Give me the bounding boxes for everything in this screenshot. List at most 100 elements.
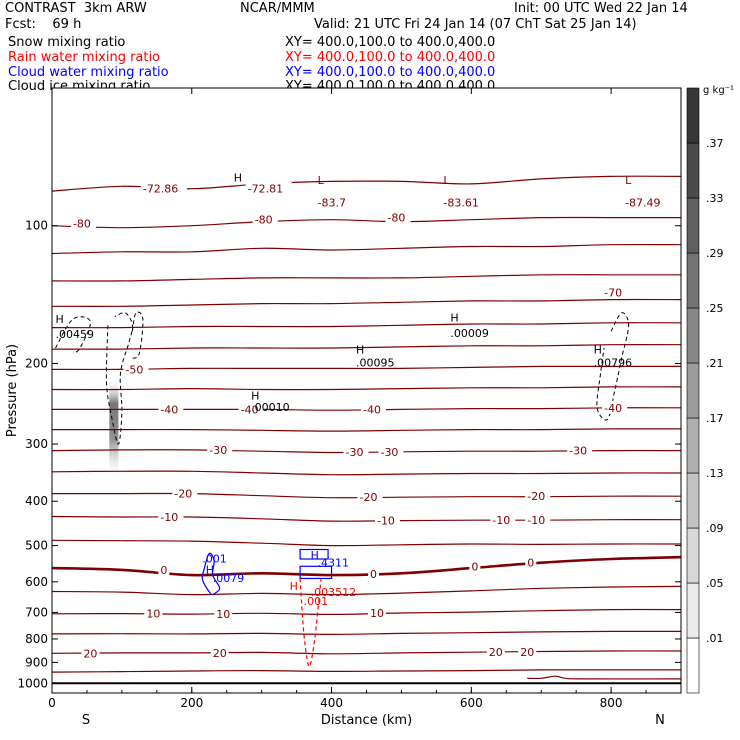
temperature-label: -83.7 [318, 197, 346, 210]
temperature-label: -30 [380, 446, 398, 459]
y-tick-label: 300 [25, 437, 48, 451]
y-tick-label: 100 [25, 219, 48, 233]
temperature-label-bg [210, 645, 229, 659]
extremum-label: H [234, 171, 242, 184]
temperature-label: -83.61 [443, 197, 478, 210]
field-xy-snow: XY= 400.0,100.0 to 400.0,400.0 [285, 35, 496, 50]
extremum-label: H [450, 312, 458, 325]
temperature-label: 10 [370, 607, 384, 620]
color-scale-label: .09 [706, 522, 724, 535]
color-scale-bin [686, 197, 700, 254]
temperature-contour [51, 630, 682, 636]
y-tick-label: 400 [25, 494, 48, 508]
init-time: Init: 00 UTC Wed 22 Jan 14 [514, 1, 688, 16]
temperature-label: 20 [520, 646, 534, 659]
color-scale-label: .37 [706, 137, 724, 150]
temperature-label: -40 [241, 403, 259, 416]
extremum-label: .001 [202, 553, 227, 566]
ice-contour [131, 311, 144, 359]
model-center: NCAR/MMM [240, 1, 315, 16]
extremum-label: .00009 [450, 327, 489, 340]
temperature-contour [51, 298, 682, 307]
temperature-label-bg [525, 513, 551, 527]
color-scale-label: .13 [706, 467, 724, 480]
temperature-label: -40 [160, 403, 178, 416]
temperature-label-bg [315, 195, 355, 209]
color-scale-bin [686, 252, 700, 309]
extremum-label: .0079 [213, 572, 245, 585]
y-tick-label: 700 [25, 605, 48, 619]
temperature-label: -87.49 [625, 197, 660, 210]
temperature-label: -30 [569, 445, 587, 458]
x-tick-label: 600 [460, 696, 483, 710]
y-axis-title: Pressure (hPa) [5, 344, 20, 437]
x-tick-label: 400 [320, 696, 343, 710]
temperature-contour [51, 515, 682, 522]
ice-contour [596, 312, 630, 421]
temperature-contour [51, 386, 682, 391]
color-scale-label: .25 [706, 302, 724, 315]
temperature-label: -10 [492, 514, 510, 527]
extremum-label: .003512 [311, 586, 357, 599]
extremum-label: .00459 [55, 328, 94, 341]
temperature-label-bg [361, 402, 387, 416]
temperature-label-bg [252, 212, 278, 226]
temperature-label: -70 [604, 287, 622, 300]
temperature-label: 0 [160, 564, 167, 577]
temperature-label: -40 [604, 402, 622, 415]
ice-contour [55, 316, 91, 354]
field-name-rain: Rain water mixing ratio [8, 50, 161, 65]
color-scale-bin [686, 582, 700, 639]
color-scale-label: .21 [706, 357, 724, 370]
field-name-snow: Snow mixing ratio [8, 35, 126, 50]
temperature-label-bg [207, 442, 233, 456]
temperature-label: -72.86 [143, 183, 178, 196]
temperature-label: -30 [209, 444, 227, 457]
cloud-water-contour [299, 565, 333, 580]
temperature-label: 0 [370, 568, 377, 581]
temperature-label: 20 [83, 647, 97, 660]
temperature-contour [51, 274, 681, 282]
temperature-label: 0 [527, 557, 534, 570]
color-scale-bin [686, 527, 700, 584]
y-tick-label: 200 [25, 356, 48, 370]
temperature-label: 20 [489, 646, 503, 659]
temperature-label-bg [518, 644, 537, 658]
temperature-label-bg [486, 645, 505, 659]
temperature-contour [51, 470, 682, 476]
temperature-label-bg [469, 559, 481, 573]
y-tick-label: 1000 [17, 676, 48, 690]
color-scale-unit: g kg⁻¹ [703, 85, 734, 96]
temperature-contour [51, 428, 682, 432]
extremum-label: L [318, 174, 325, 187]
color-scale-bin [686, 142, 700, 199]
y-tick-label: 500 [25, 539, 48, 553]
plot-area [52, 88, 681, 693]
extremum-label: H [356, 343, 364, 356]
x-tick-label: 200 [180, 696, 203, 710]
extremum-label: L [625, 174, 632, 187]
temperature-label-bg [623, 195, 670, 209]
temperature-label-bg [158, 562, 170, 576]
temperature-label-bg [245, 181, 292, 195]
temperature-contour [51, 365, 681, 371]
forecast-hour: Fcst: 69 h [5, 17, 82, 32]
extremum-label: H [290, 580, 298, 593]
temperature-label: -20 [174, 488, 192, 501]
temperature-label: -40 [363, 403, 381, 416]
temperature-label-bg [357, 490, 383, 504]
temperature-label-bg [367, 567, 379, 581]
field-xy-rain: XY= 400.0,100.0 to 400.0,400.0 [285, 50, 496, 65]
color-scale-label: .33 [706, 192, 724, 205]
temperature-label-bg [378, 444, 404, 458]
temperature-label-bg [374, 513, 400, 527]
extremum-label: H [594, 343, 602, 356]
temperature-label-bg [367, 605, 386, 619]
color-scale-label: .01 [706, 632, 724, 645]
temperature-label-bg [172, 486, 198, 500]
x-tick-label: 800 [600, 696, 623, 710]
temperature-label-bg [158, 402, 184, 416]
field-xy-cloud-water: XY= 400.0,100.0 to 400.0,400.0 [285, 65, 496, 80]
temperature-label-bg [441, 195, 488, 209]
